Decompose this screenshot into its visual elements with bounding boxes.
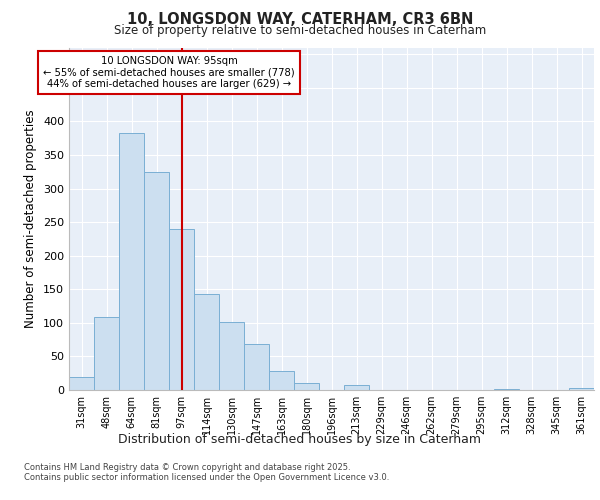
Text: 10, LONGSDON WAY, CATERHAM, CR3 6BN: 10, LONGSDON WAY, CATERHAM, CR3 6BN — [127, 12, 473, 28]
Bar — [119, 133, 144, 390]
Text: Contains HM Land Registry data © Crown copyright and database right 2025.: Contains HM Land Registry data © Crown c… — [24, 462, 350, 471]
Bar — [244, 344, 269, 390]
Bar — [569, 388, 594, 390]
Bar — [194, 294, 219, 390]
Bar — [144, 172, 169, 390]
Bar — [94, 318, 119, 390]
Text: 10 LONGSDON WAY: 95sqm
← 55% of semi-detached houses are smaller (778)
44% of se: 10 LONGSDON WAY: 95sqm ← 55% of semi-det… — [43, 56, 295, 90]
Bar — [494, 388, 519, 390]
Bar — [69, 376, 94, 390]
Bar — [344, 386, 369, 390]
Bar — [294, 384, 319, 390]
Text: Size of property relative to semi-detached houses in Caterham: Size of property relative to semi-detach… — [114, 24, 486, 37]
Bar — [169, 229, 194, 390]
Text: Distribution of semi-detached houses by size in Caterham: Distribution of semi-detached houses by … — [119, 432, 482, 446]
Bar — [269, 370, 294, 390]
Text: Contains public sector information licensed under the Open Government Licence v3: Contains public sector information licen… — [24, 472, 389, 482]
Y-axis label: Number of semi-detached properties: Number of semi-detached properties — [25, 110, 37, 328]
Bar — [219, 322, 244, 390]
